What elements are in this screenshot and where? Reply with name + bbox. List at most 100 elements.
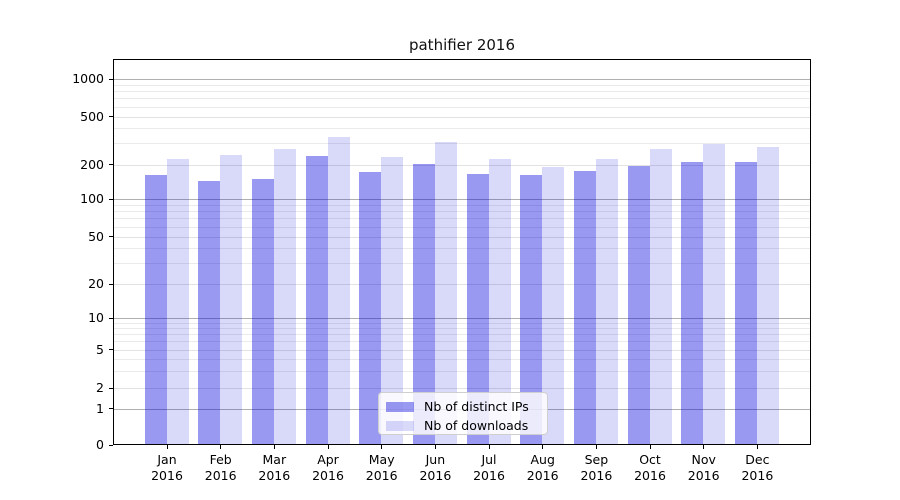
minor-gridline <box>114 128 810 130</box>
x-tick-label-jan: Jan 2016 <box>151 452 183 483</box>
bar-distinct-ips-jun <box>412 163 435 444</box>
y-tick-mark <box>109 387 113 389</box>
minor-gridline <box>114 106 810 108</box>
minor-gridline <box>114 84 810 86</box>
minor-gridline <box>114 98 810 100</box>
y-tick-label: 1 <box>96 400 104 416</box>
legend-swatch-distinct-ips <box>386 401 414 412</box>
x-tick-mark <box>703 445 705 449</box>
y-tick-label: 0 <box>96 437 104 452</box>
x-tick-label-oct: Oct 2016 <box>634 452 666 483</box>
major-gridline <box>114 284 810 285</box>
minor-gridline <box>114 371 810 372</box>
y-tick-label: 10 <box>88 310 104 325</box>
y-tick-label: 20 <box>88 276 104 291</box>
minor-gridline <box>114 263 810 264</box>
minor-gridline <box>114 322 810 324</box>
bar-downloads-may <box>381 156 404 444</box>
major-gridline <box>114 388 810 389</box>
minor-gridline <box>114 226 810 228</box>
x-tick-mark <box>166 445 168 449</box>
x-tick-label-jun: Jun 2016 <box>419 452 452 483</box>
y-tick-mark <box>109 283 113 285</box>
minor-gridline <box>114 91 810 93</box>
x-tick-label-aug: Aug 2016 <box>526 452 559 483</box>
bar-distinct-ips-mar <box>251 178 274 444</box>
bar-distinct-ips-jan <box>144 174 167 444</box>
bar-downloads-feb <box>220 155 243 444</box>
y-tick-mark <box>109 198 113 200</box>
major-gridline <box>114 199 810 200</box>
x-tick-mark <box>488 445 490 449</box>
x-tick-label-mar: Mar 2016 <box>258 452 291 483</box>
minor-gridline <box>114 211 810 213</box>
x-tick-mark <box>756 445 758 449</box>
y-tick-label: 1000 <box>72 71 104 86</box>
x-tick-mark <box>327 445 329 449</box>
legend-row-downloads: Nb of downloads <box>386 417 539 434</box>
bar-distinct-ips-aug <box>520 175 543 444</box>
y-tick-label: 100 <box>80 191 104 206</box>
bar-downloads-apr <box>327 137 350 444</box>
legend-label-downloads: Nb of downloads <box>424 418 529 433</box>
y-tick-mark <box>109 78 113 80</box>
bar-distinct-ips-apr <box>305 156 328 444</box>
x-tick-label-sep: Sep 2016 <box>580 452 613 483</box>
y-tick-mark <box>109 236 113 237</box>
y-tick-mark <box>109 116 113 117</box>
y-tick-mark <box>109 444 113 446</box>
bar-downloads-aug <box>542 166 565 444</box>
x-tick-mark <box>542 445 544 449</box>
bar-downloads-oct <box>649 148 672 444</box>
minor-gridline <box>114 204 810 206</box>
y-tick-label: 50 <box>88 228 104 244</box>
x-tick-label-jul: Jul 2016 <box>473 452 505 483</box>
x-tick-mark <box>381 445 383 449</box>
x-tick-label-may: May 2016 <box>365 452 398 483</box>
bar-downloads-dec <box>756 147 779 444</box>
y-tick-label: 2 <box>96 380 104 395</box>
bar-distinct-ips-sep <box>573 170 596 444</box>
y-tick-mark <box>109 317 113 319</box>
major-gridline <box>114 236 810 238</box>
minor-gridline <box>114 328 810 330</box>
plot-area: Nb of distinct IPs Nb of downloads <box>113 59 811 445</box>
y-tick-label: 5 <box>96 341 104 357</box>
minor-gridline <box>114 218 810 220</box>
bar-downloads-sep <box>595 158 618 444</box>
legend-swatch-downloads <box>386 420 414 431</box>
bar-distinct-ips-jul <box>466 173 489 444</box>
bar-downloads-jan <box>166 158 189 444</box>
bar-downloads-jun <box>434 142 457 444</box>
bar-distinct-ips-feb <box>198 180 221 444</box>
x-tick-mark <box>434 445 436 449</box>
major-gridline <box>114 164 810 166</box>
bar-downloads-nov <box>703 144 726 444</box>
bar-distinct-ips-may <box>359 171 382 444</box>
y-tick-label: 200 <box>80 156 104 172</box>
y-tick-label: 500 <box>80 108 104 124</box>
legend-label-distinct-ips: Nb of distinct IPs <box>424 399 529 414</box>
bar-distinct-ips-oct <box>627 166 650 444</box>
minor-gridline <box>114 248 810 250</box>
major-gridline <box>114 116 810 118</box>
minor-gridline <box>114 358 810 360</box>
y-tick-mark <box>109 408 113 409</box>
major-gridline <box>114 79 810 80</box>
bar-distinct-ips-dec <box>734 162 757 444</box>
x-tick-mark <box>595 445 597 449</box>
y-tick-mark <box>109 349 113 350</box>
legend-row-distinct-ips: Nb of distinct IPs <box>386 398 539 415</box>
major-gridline <box>114 349 810 351</box>
minor-gridline <box>114 143 810 145</box>
major-gridline <box>114 318 810 319</box>
x-tick-mark <box>273 445 275 449</box>
bar-downloads-jul <box>488 158 511 444</box>
bar-distinct-ips-nov <box>681 162 704 444</box>
x-tick-mark <box>649 445 651 449</box>
x-tick-label-dec: Dec 2016 <box>741 452 774 483</box>
x-tick-label-nov: Nov 2016 <box>687 452 720 483</box>
minor-gridline <box>114 341 810 343</box>
chart-title: pathifier 2016 <box>408 36 516 54</box>
